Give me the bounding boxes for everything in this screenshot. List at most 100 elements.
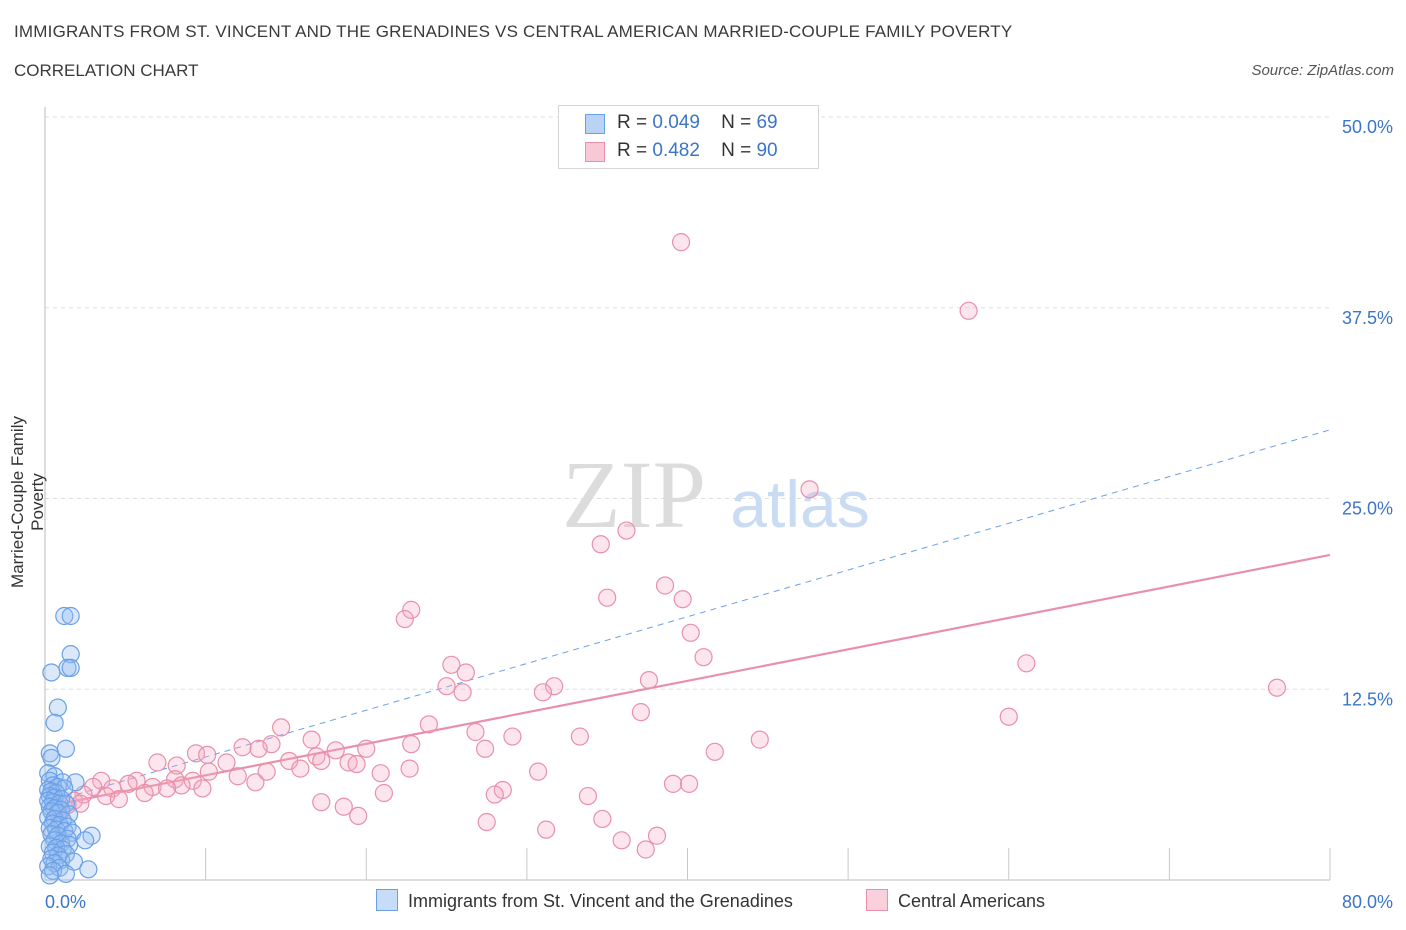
data-point-pink	[312, 751, 331, 771]
data-point-blue	[79, 860, 98, 879]
trend-line-blue	[44, 429, 1331, 805]
data-point-pink	[612, 831, 631, 850]
data-point-pink	[357, 739, 376, 758]
trend-line-pink	[44, 553, 1331, 808]
legend-n-value: 69	[756, 112, 778, 133]
data-point-pink	[578, 786, 598, 806]
data-point-pink	[617, 521, 636, 540]
data-point-pink	[1017, 654, 1036, 673]
data-point-pink	[673, 590, 692, 609]
chart-subtitle: CORRELATION CHART	[14, 61, 199, 80]
data-point-pink	[199, 762, 218, 781]
data-point-blue	[61, 658, 80, 677]
data-point-pink	[249, 739, 268, 758]
data-point-pink	[157, 779, 177, 798]
legend-swatch-blue	[585, 114, 605, 134]
data-point-pink	[593, 809, 612, 829]
data-point-pink	[371, 764, 390, 783]
data-point-pink	[334, 797, 353, 816]
data-point-pink	[257, 762, 276, 781]
data-point-pink	[302, 730, 321, 749]
data-point-pink	[680, 774, 699, 793]
legend-r-label: R =	[617, 140, 648, 161]
data-point-blue	[42, 748, 61, 768]
y-tick-label: 50.0%	[1342, 117, 1393, 137]
legend-r-label: R =	[617, 112, 648, 133]
data-point-pink	[135, 783, 154, 803]
legend-r-value: 0.482	[652, 140, 700, 161]
bottom-legend-swatch-pink	[866, 889, 888, 911]
data-point-pink	[183, 771, 202, 790]
axes	[44, 107, 1331, 881]
data-point-pink	[217, 753, 236, 772]
data-point-pink	[477, 812, 496, 832]
data-point-pink	[529, 762, 548, 781]
data-point-pink	[419, 715, 438, 734]
y-axis-label: Married-Couple Family Poverty	[8, 416, 47, 588]
x-tick-label-max: 80.0%	[1342, 892, 1393, 912]
data-point-pink	[347, 754, 366, 774]
data-point-blue	[61, 645, 80, 664]
data-point-pink	[476, 739, 495, 758]
data-point-pink	[999, 707, 1018, 726]
data-point-pink	[800, 480, 819, 499]
y-tick-label: 25.0%	[1342, 499, 1393, 519]
data-point-pink	[453, 683, 472, 702]
legend-n-label: N =	[721, 112, 752, 133]
bottom-legend-label-pink: Central Americans	[898, 891, 1046, 911]
trend-lines	[44, 429, 1331, 808]
data-point-pink	[312, 793, 331, 812]
data-point-pink	[545, 677, 564, 696]
data-point-pink	[198, 745, 217, 764]
data-point-blue	[45, 713, 64, 732]
data-point-pink	[1267, 678, 1287, 697]
data-point-pink	[636, 840, 655, 859]
data-point-pink	[570, 727, 589, 746]
data-point-pink	[246, 773, 265, 792]
data-point-pink	[485, 785, 504, 804]
data-point-pink	[681, 623, 700, 642]
data-point-blue	[40, 866, 59, 885]
data-point-pink	[167, 756, 186, 775]
data-point-pink	[663, 774, 683, 793]
data-points	[39, 233, 1287, 885]
watermark: ZIP atlas	[562, 441, 870, 548]
legend-r-value: 0.049	[652, 112, 700, 133]
data-point-pink	[959, 301, 978, 320]
data-point-pink	[631, 703, 651, 722]
legend-swatch-pink	[585, 142, 605, 162]
source-label: Source: ZipAtlas.com	[1251, 62, 1394, 79]
y-tick-label: 37.5%	[1342, 308, 1393, 328]
data-point-pink	[103, 779, 122, 798]
data-point-pink	[374, 783, 394, 803]
data-point-pink	[694, 648, 713, 667]
data-point-pink	[598, 588, 617, 607]
data-point-pink	[402, 600, 421, 619]
watermark-zip: ZIP	[562, 441, 706, 548]
data-point-pink	[228, 767, 247, 786]
data-point-pink	[442, 655, 461, 674]
bottom-legend-swatch-blue	[376, 889, 398, 911]
data-point-pink	[647, 826, 667, 845]
data-point-pink	[639, 670, 659, 690]
data-point-blue	[42, 663, 61, 682]
data-point-pink	[503, 727, 522, 746]
data-point-pink	[193, 779, 212, 798]
data-point-pink	[148, 753, 167, 772]
bottom-legend-pink: Central Americans	[866, 889, 1045, 912]
data-point-blue	[76, 831, 95, 850]
data-point-pink	[750, 730, 769, 749]
data-point-pink	[671, 233, 691, 252]
legend-n-value: 90	[756, 140, 778, 161]
y-tick-label: 12.5%	[1342, 689, 1393, 709]
data-point-pink	[400, 759, 419, 778]
data-point-pink	[466, 722, 485, 742]
data-point-pink	[456, 663, 475, 682]
data-point-pink	[272, 718, 291, 737]
data-point-pink	[537, 820, 556, 839]
data-point-pink	[119, 774, 138, 793]
bottom-legend-label-blue: Immigrants from St. Vincent and the Gren…	[408, 891, 793, 911]
data-point-pink	[233, 738, 252, 757]
data-point-pink	[326, 741, 345, 760]
